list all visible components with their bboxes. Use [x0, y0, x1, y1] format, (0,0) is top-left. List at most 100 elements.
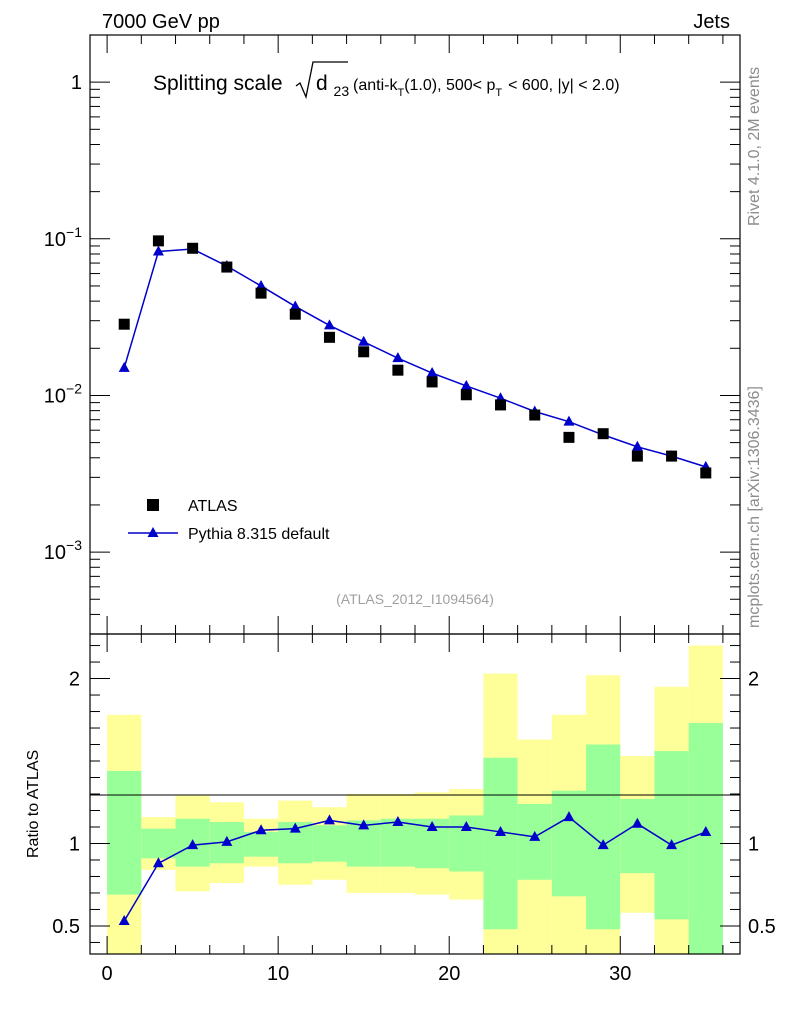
atlas-point	[152, 235, 164, 247]
atlas-point	[392, 364, 404, 376]
main-ytick-base: 10	[44, 385, 66, 407]
ratio-xtick-label: 10	[267, 963, 289, 985]
atlas-point	[700, 467, 712, 479]
pythia-line	[123, 248, 707, 468]
ratio-point	[289, 822, 301, 833]
ratio-band-green	[483, 757, 518, 930]
main-ytick-exponent: −3	[66, 537, 82, 553]
ratio-point	[323, 814, 335, 825]
ratio-band-green	[586, 744, 621, 930]
main-frame	[89, 34, 741, 635]
main-title: Splitting scale	[153, 72, 283, 95]
title-mid: (1.0), 500< p	[404, 77, 495, 94]
title-sqrt-sign	[295, 61, 348, 100]
ratio-band-green	[141, 828, 176, 859]
pythia-point	[563, 415, 575, 426]
ratio-ytick-label-right: 1	[748, 833, 759, 855]
pythia-point	[358, 335, 370, 346]
atlas-point	[460, 389, 472, 401]
ratio-ytick-label-right: 0.5	[748, 916, 776, 938]
atlas-point	[426, 376, 438, 388]
ratio-ytick-label-left: 0.5	[52, 916, 80, 938]
legend-atlas-marker	[147, 499, 159, 511]
ratio-point	[460, 820, 472, 831]
atlas-point	[666, 450, 678, 462]
main-ytick-base: 10	[44, 229, 66, 251]
ratio-point	[152, 857, 164, 868]
atlas-point	[563, 431, 575, 443]
ratio-point	[255, 824, 267, 835]
ratio-band-green	[551, 790, 587, 897]
ratio-ytick-label-right: 2	[748, 669, 759, 691]
ratio-point	[495, 825, 507, 836]
main-ytick-exponent: −2	[66, 380, 82, 396]
ratio-point	[426, 820, 438, 831]
ratio-band-green	[688, 723, 723, 954]
pythia-point	[289, 300, 301, 311]
main-panel: 110−110−210−3 Splitting scale d 23 (anti…	[44, 34, 741, 635]
analysis-id: (ATLAS_2012_I1094564)	[336, 591, 494, 607]
ratio-band-green	[107, 770, 142, 895]
main-ytick-base: 1	[71, 72, 82, 94]
ratio-point	[597, 839, 609, 850]
ratio-xtick-label: 20	[438, 963, 460, 985]
title-symbol-sub: 23	[334, 83, 350, 99]
title-symbol: d 23	[316, 72, 349, 99]
legend-pythia-label: Pythia 8.315 default	[188, 526, 330, 543]
ratio-ticks: 0.5 0.51 12 20 10 20 30	[52, 634, 776, 985]
ratio-point	[563, 811, 575, 822]
mcplots-label: mcplots.cern.ch [arXiv:1306.3436]	[746, 386, 763, 628]
ratio-frame	[89, 633, 741, 955]
ratio-band-green	[654, 751, 689, 920]
title-kt-sub: T	[397, 87, 404, 99]
title-lead: Splitting scale	[153, 72, 283, 95]
ratio-point	[666, 839, 678, 850]
title-detail: (anti-kT(1.0), 500< pT < 600, |y| < 2.0)	[353, 77, 620, 99]
atlas-point	[255, 287, 267, 299]
legend-atlas-label: ATLAS	[188, 498, 238, 515]
main-series	[118, 235, 712, 479]
atlas-point	[495, 399, 507, 411]
ratio-point	[358, 819, 370, 830]
pythia-point	[460, 379, 472, 390]
ratio-band-green	[312, 825, 347, 862]
atlas-point	[631, 450, 643, 462]
title-pt-sub: T	[495, 87, 502, 99]
header-process: Jets	[693, 11, 730, 33]
ratio-band-green	[517, 803, 552, 880]
ratio-ylabel: Ratio to ATLAS	[25, 750, 42, 858]
ratio-point	[221, 835, 233, 846]
title-tail: < 600, |y| < 2.0)	[508, 77, 620, 94]
ratio-band-green	[620, 798, 655, 874]
main-ytick-label: 10−1	[44, 224, 82, 251]
pythia-point	[426, 367, 438, 378]
atlas-point	[289, 308, 301, 320]
legend-pythia-marker	[147, 527, 159, 537]
ratio-xtick-label: 30	[609, 963, 631, 985]
ratio-bands	[107, 645, 723, 954]
ratio-point	[529, 830, 541, 841]
ratio-ytick-label-left: 1	[69, 833, 80, 855]
pythia-point	[255, 279, 267, 290]
main-ytick-label: 10−3	[44, 537, 82, 564]
atlas-point	[187, 242, 199, 254]
main-ytick-label: 1	[71, 72, 82, 94]
pythia-point	[152, 245, 164, 256]
atlas-point	[323, 331, 335, 343]
title-symbol-main: d	[316, 72, 328, 95]
rivet-label: Rivet 4.1.0, 2M events	[746, 67, 763, 226]
ratio-point	[392, 816, 404, 827]
ratio-point	[187, 839, 199, 850]
ratio-xtick-label: 0	[102, 963, 113, 985]
atlas-point	[221, 261, 233, 273]
ratio-series	[118, 811, 712, 926]
ratio-ytick-label-left: 2	[69, 669, 80, 691]
pythia-point	[323, 319, 335, 330]
atlas-point	[358, 346, 370, 358]
main-ytick-base: 10	[44, 542, 66, 564]
atlas-point	[118, 318, 130, 330]
legend: ATLAS Pythia 8.315 default	[128, 498, 330, 543]
ratio-point	[118, 915, 130, 926]
pythia-point	[392, 352, 404, 363]
